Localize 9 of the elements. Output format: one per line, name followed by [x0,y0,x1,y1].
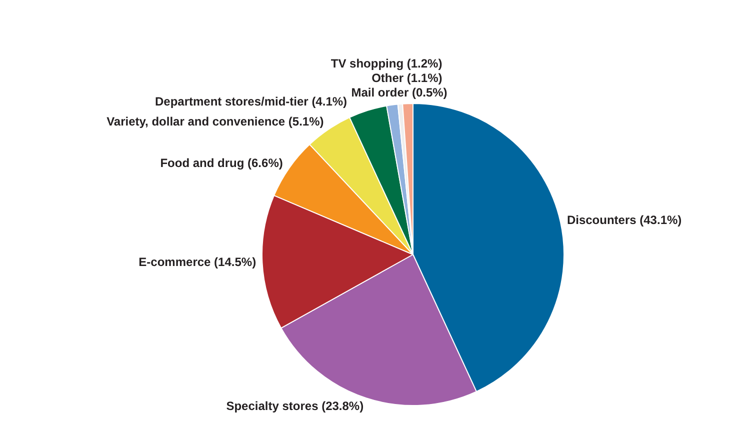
slice-label: Mail order (0.5%) [351,85,448,100]
slice-label: Other (1.1%) [372,70,442,85]
slice-label: Food and drug (6.6%) [160,156,283,170]
slice-label: Department stores/mid-tier (4.1%) [154,94,348,108]
slice-label: Specialty stores (23.8%) [226,398,364,413]
slice-label: Variety, dollar and convenience (5.1%) [106,114,324,129]
slice-label: E-commerce (14.5%) [138,255,256,270]
slice-label: TV shopping (1.2%) [330,56,442,71]
slice-label: Discounters (43.1%) [566,212,682,227]
